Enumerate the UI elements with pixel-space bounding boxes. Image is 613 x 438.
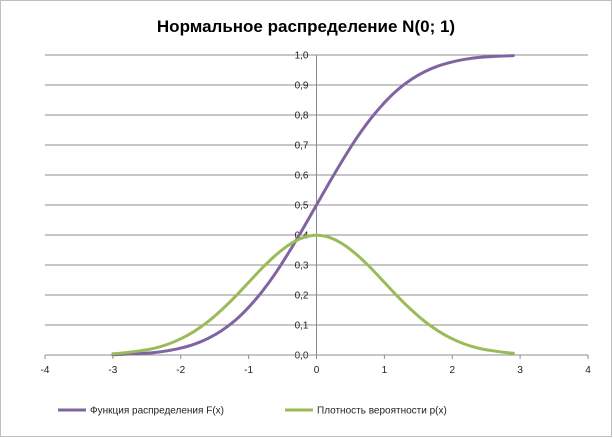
y-tick-label: 0,1	[295, 321, 309, 332]
y-tick-label: 0,6	[295, 171, 309, 182]
y-tick-label: 0,9	[295, 81, 309, 92]
x-tick-label: 1	[382, 365, 388, 376]
legend-label: Плотность вероятности p(x)	[317, 406, 447, 417]
y-tick-label: 0,5	[295, 201, 309, 212]
legend-item-distribution-function: Функция распределения F(x)	[58, 406, 224, 417]
series-lines	[111, 54, 515, 357]
x-tick-label: -2	[176, 365, 185, 376]
x-tick-label: -3	[108, 365, 117, 376]
x-tick-label: 4	[585, 365, 591, 376]
legend-label: Функция распределения F(x)	[90, 406, 224, 417]
series-line-distribution-function	[111, 54, 515, 357]
legend: Функция распределения F(x) Плотность веро…	[58, 406, 447, 417]
x-tick-label: 0	[314, 365, 320, 376]
x-tick-label: -1	[244, 365, 253, 376]
legend-item-probability-density: Плотность вероятности p(x)	[285, 406, 447, 417]
x-tick-label: 3	[517, 365, 523, 376]
x-tick-label: -4	[41, 365, 50, 376]
x-tick-label: 2	[449, 365, 455, 376]
y-tick-label: 0,4	[295, 231, 309, 242]
y-tick-label: 0,0	[295, 351, 309, 362]
chart-title: Нормальное распределение N(0; 1)	[157, 17, 455, 36]
y-tick-label: 0,7	[295, 141, 309, 152]
y-tick-label: 0,3	[295, 261, 309, 272]
series-line-probability-density	[111, 233, 515, 356]
y-tick-label: 0,2	[295, 291, 309, 302]
y-tick-label: 1,0	[295, 51, 309, 62]
y-tick-label: 0,8	[295, 111, 309, 122]
